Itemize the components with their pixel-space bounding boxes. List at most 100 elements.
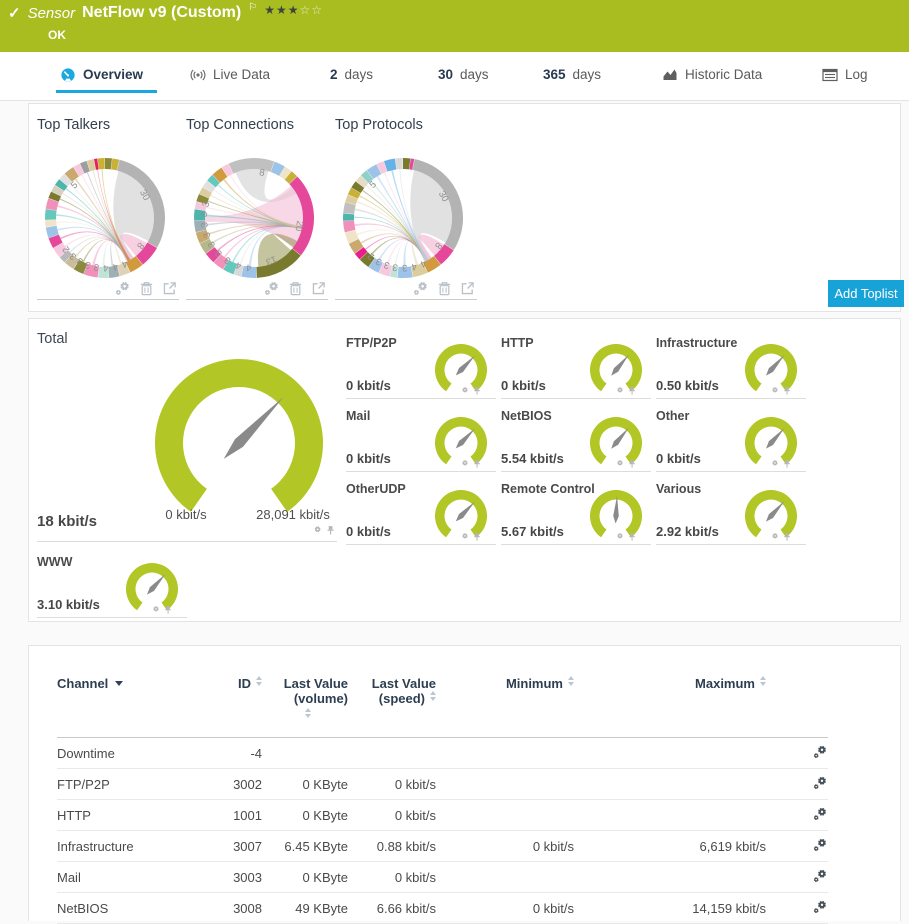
open-external-icon[interactable] xyxy=(311,281,326,296)
column-header-id[interactable]: ID xyxy=(202,676,262,738)
settings-icon[interactable] xyxy=(413,280,429,296)
channel-settings-icon[interactable] xyxy=(813,868,828,883)
delete-icon[interactable] xyxy=(139,281,154,296)
channel-settings-icon[interactable] xyxy=(813,837,828,852)
pin-icon[interactable] xyxy=(782,532,792,542)
pin-icon[interactable] xyxy=(163,605,173,615)
tab-label: days xyxy=(572,67,602,82)
total-scale-max: 28,091 kbit/s xyxy=(256,507,330,522)
column-header-last-value[interactable]: Last Value (speed) xyxy=(348,676,436,738)
gear-icon[interactable] xyxy=(459,532,469,542)
settings-icon[interactable] xyxy=(115,280,131,296)
log-icon xyxy=(822,67,838,83)
toplist-actions xyxy=(115,280,177,296)
svg-text:3: 3 xyxy=(213,247,225,259)
gear-icon[interactable] xyxy=(769,459,779,469)
svg-text:4: 4 xyxy=(246,261,252,272)
tab-365-days[interactable]: 365 days xyxy=(543,52,601,97)
svg-text:8: 8 xyxy=(258,167,265,179)
table-row-http: HTTP 1001 0 KByte 0 kbit/s xyxy=(57,800,828,831)
tab-live-data[interactable]: Live Data xyxy=(190,52,270,97)
column-label: Last Value xyxy=(371,676,436,691)
tab-bar: Overview Live Data 2 days 30 days 365 days Histo… xyxy=(0,52,909,101)
sort-icon[interactable] xyxy=(304,708,311,718)
pin-icon[interactable] xyxy=(627,532,637,542)
gauge-actions xyxy=(614,386,637,396)
settings-icon[interactable] xyxy=(264,280,280,296)
pin-icon[interactable] xyxy=(472,386,482,396)
svg-text:3: 3 xyxy=(199,212,210,218)
delete-icon[interactable] xyxy=(288,281,303,296)
tab-30-days[interactable]: 30 days xyxy=(438,52,489,97)
pin-icon[interactable] xyxy=(325,523,336,541)
tab-overview[interactable]: Overview xyxy=(55,52,158,97)
channel-settings-icon[interactable] xyxy=(813,806,828,821)
gear-icon[interactable] xyxy=(769,532,779,542)
gear-icon[interactable] xyxy=(459,386,469,396)
cell-volume: 49 KByte xyxy=(295,900,348,916)
pin-icon[interactable] xyxy=(627,386,637,396)
tab-historic-data[interactable]: Historic Data xyxy=(662,52,762,97)
cell-min: 0 kbit/s xyxy=(532,900,574,916)
column-header-maximum[interactable]: Maximum xyxy=(574,676,766,738)
historic-icon xyxy=(662,67,678,83)
gear-icon[interactable] xyxy=(614,532,624,542)
svg-text:2: 2 xyxy=(366,250,377,262)
sort-caret-icon xyxy=(115,681,124,686)
channel-table: Channel ID Last Value (volume) Last Value (sp… xyxy=(57,676,828,924)
pin-icon[interactable] xyxy=(782,459,792,469)
sort-icon[interactable] xyxy=(256,676,262,686)
column-header-minimum[interactable]: Minimum xyxy=(436,676,574,738)
sort-icon[interactable] xyxy=(430,691,436,701)
channel-settings-icon[interactable] xyxy=(813,744,828,759)
cell-volume: 0 KByte xyxy=(302,869,348,885)
channel-table-panel: Channel ID Last Value (volume) Last Value (sp… xyxy=(28,645,901,924)
gear-icon[interactable] xyxy=(614,459,624,469)
sort-icon[interactable] xyxy=(760,676,766,686)
gear-icon[interactable] xyxy=(311,523,322,541)
svg-text:3: 3 xyxy=(223,254,233,266)
channel-settings-icon[interactable] xyxy=(813,775,828,790)
add-toplist-button[interactable]: Add Toplist xyxy=(828,280,904,307)
tab-label: days xyxy=(460,67,489,82)
gauge-value: 5.54 kbit/s xyxy=(501,451,564,466)
delete-icon[interactable] xyxy=(437,281,452,296)
gear-icon[interactable] xyxy=(150,605,160,615)
gauge-label: Infrastructure xyxy=(656,336,738,350)
gear-icon[interactable] xyxy=(614,386,624,396)
column-header-channel[interactable]: Channel xyxy=(57,676,202,738)
gauge-various: Various 2.92 kbit/s xyxy=(656,480,806,545)
cell-id: -4 xyxy=(250,745,262,761)
svg-text:5: 5 xyxy=(368,179,379,191)
pin-icon[interactable] xyxy=(627,459,637,469)
gauge-label: HTTP xyxy=(501,336,534,350)
open-external-icon[interactable] xyxy=(460,281,475,296)
svg-text:4: 4 xyxy=(234,259,242,271)
tab-2-days[interactable]: 2 days xyxy=(330,52,373,97)
svg-text:3: 3 xyxy=(206,239,218,249)
channel-settings-icon[interactable] xyxy=(813,899,828,914)
open-external-icon[interactable] xyxy=(162,281,177,296)
column-header-last-value[interactable]: Last Value (volume) xyxy=(262,676,348,738)
flag-icon[interactable]: ⚐ xyxy=(248,1,258,13)
cell-channel: Infrastructure xyxy=(57,838,134,854)
svg-text:3: 3 xyxy=(374,255,384,267)
gear-icon[interactable] xyxy=(769,386,779,396)
pin-icon[interactable] xyxy=(472,532,482,542)
svg-text:4: 4 xyxy=(120,257,129,269)
tab-label: days xyxy=(344,67,374,82)
tab-log[interactable]: Log xyxy=(822,52,868,97)
svg-text:4: 4 xyxy=(112,260,119,272)
cell-volume xyxy=(262,738,348,769)
sort-icon[interactable] xyxy=(568,676,574,686)
gear-icon[interactable] xyxy=(459,459,469,469)
pin-icon[interactable] xyxy=(472,459,482,469)
column-sublabel: (volume) xyxy=(293,691,348,706)
cell-speed xyxy=(348,738,436,769)
gauge-http: HTTP 0 kbit/s xyxy=(501,334,651,399)
pin-icon[interactable] xyxy=(782,386,792,396)
priority-stars[interactable]: ★★★☆☆ xyxy=(264,3,323,17)
gauge-label: OtherUDP xyxy=(346,482,406,496)
svg-text:5: 5 xyxy=(69,180,80,192)
